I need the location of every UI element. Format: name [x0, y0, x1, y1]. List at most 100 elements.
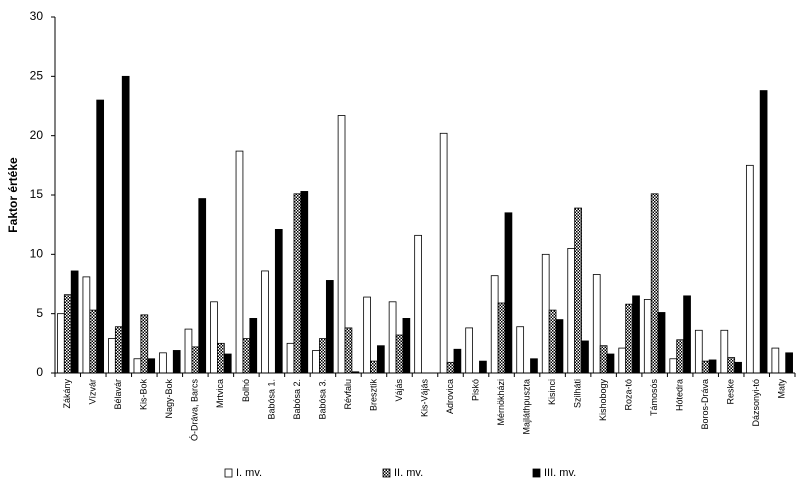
x-tick-label: Révfalu: [343, 379, 353, 410]
bar: [490, 275, 499, 374]
x-tick-label: Majláthpuszta: [521, 379, 531, 435]
bar: [516, 326, 525, 374]
x-tick-label: Dázsonyi-tó: [751, 379, 761, 427]
bar: [395, 334, 404, 374]
bar: [657, 312, 666, 374]
bar: [388, 301, 397, 374]
bar: [785, 352, 793, 374]
bar: [759, 90, 768, 374]
x-tick-label: Adrovica: [445, 379, 455, 414]
y-tick-label: 15: [30, 187, 44, 201]
bar: [223, 353, 232, 374]
bar: [683, 295, 691, 374]
x-tick-label: Maty: [777, 379, 787, 399]
bar: [720, 329, 729, 374]
bar: [734, 361, 742, 374]
bar: [133, 358, 142, 374]
bar: [592, 274, 601, 374]
x-tick-label: Bresztik: [368, 379, 378, 412]
bar: [574, 207, 582, 374]
bar: [325, 280, 334, 374]
x-tick-label: Mérnökházi: [496, 379, 506, 426]
legend-label: II. mv.: [394, 467, 423, 479]
bar: [217, 342, 225, 374]
bar: [114, 326, 123, 374]
bar: [530, 358, 538, 374]
bar: [541, 253, 550, 374]
bar: [293, 193, 302, 374]
bar: [606, 353, 615, 374]
bar: [701, 360, 710, 374]
bar: [402, 318, 411, 374]
x-tick-label: Nagy-Bok: [164, 379, 174, 419]
bar: [377, 345, 385, 374]
bar: [504, 212, 513, 374]
bar: [96, 99, 105, 374]
bar: [159, 352, 167, 374]
bar: [363, 296, 371, 374]
bar: [249, 318, 258, 374]
bar: [184, 328, 193, 374]
legend-label: III. mv.: [544, 467, 576, 479]
bar: [286, 342, 295, 374]
bar: [599, 345, 608, 374]
x-tick-label: Babósa 2.: [292, 379, 302, 420]
x-tick-label: Zákány: [62, 379, 72, 409]
bar: [312, 350, 320, 374]
x-tick-label: Roza-tó: [624, 379, 634, 411]
x-tick-label: Kisinci: [547, 379, 557, 405]
y-tick-label: 5: [36, 306, 43, 320]
bar: [70, 270, 79, 374]
x-tick-label: Kishobogy: [598, 379, 608, 422]
bar: [548, 309, 557, 374]
bar: [745, 164, 754, 374]
bar: [121, 75, 130, 374]
bar: [727, 357, 736, 374]
y-tick-label: 20: [30, 128, 44, 142]
x-tick-label: Kis-Bok: [139, 379, 149, 411]
bar: [694, 329, 703, 374]
y-tick-label: 10: [30, 247, 44, 261]
bar: [191, 346, 200, 374]
bar: [414, 234, 422, 374]
bar: [198, 198, 207, 374]
bar: [319, 338, 327, 374]
legend-swatch: [224, 468, 233, 478]
bar: [453, 348, 462, 374]
bar: [140, 314, 149, 374]
legend-swatch: [532, 468, 541, 478]
y-tick-label: 30: [30, 9, 44, 23]
bar: [581, 340, 589, 374]
bar: [82, 276, 91, 374]
bar: [63, 294, 72, 374]
x-tick-label: Bélavár: [113, 379, 123, 410]
bar: [625, 303, 633, 374]
legend-label: I. mv.: [236, 467, 262, 479]
x-tick-label: Mrtvica: [215, 379, 225, 408]
x-tick-label: Vízvár: [88, 379, 98, 405]
x-tick-label: Piskó: [470, 379, 480, 401]
y-tick-label: 25: [30, 69, 44, 83]
bar: [676, 339, 685, 374]
bar: [274, 229, 283, 374]
x-tick-label: Támosós: [649, 379, 659, 417]
bar: [479, 360, 487, 374]
bar: [242, 338, 251, 374]
bar: [57, 313, 65, 374]
bar: [618, 347, 627, 374]
bar: [147, 358, 156, 374]
legend-swatch: [382, 468, 391, 478]
y-tick-label: 0: [36, 365, 43, 379]
bar: [89, 309, 98, 374]
bar: [172, 350, 181, 374]
bar: [465, 327, 473, 374]
x-tick-label: Boros-Dráva: [700, 379, 710, 430]
x-tick-label: Szilháti: [572, 379, 582, 408]
bar: [669, 358, 678, 374]
bar: [708, 359, 717, 374]
bar: [337, 115, 346, 374]
bar: [344, 327, 353, 374]
x-tick-label: Vájás: [394, 379, 404, 402]
